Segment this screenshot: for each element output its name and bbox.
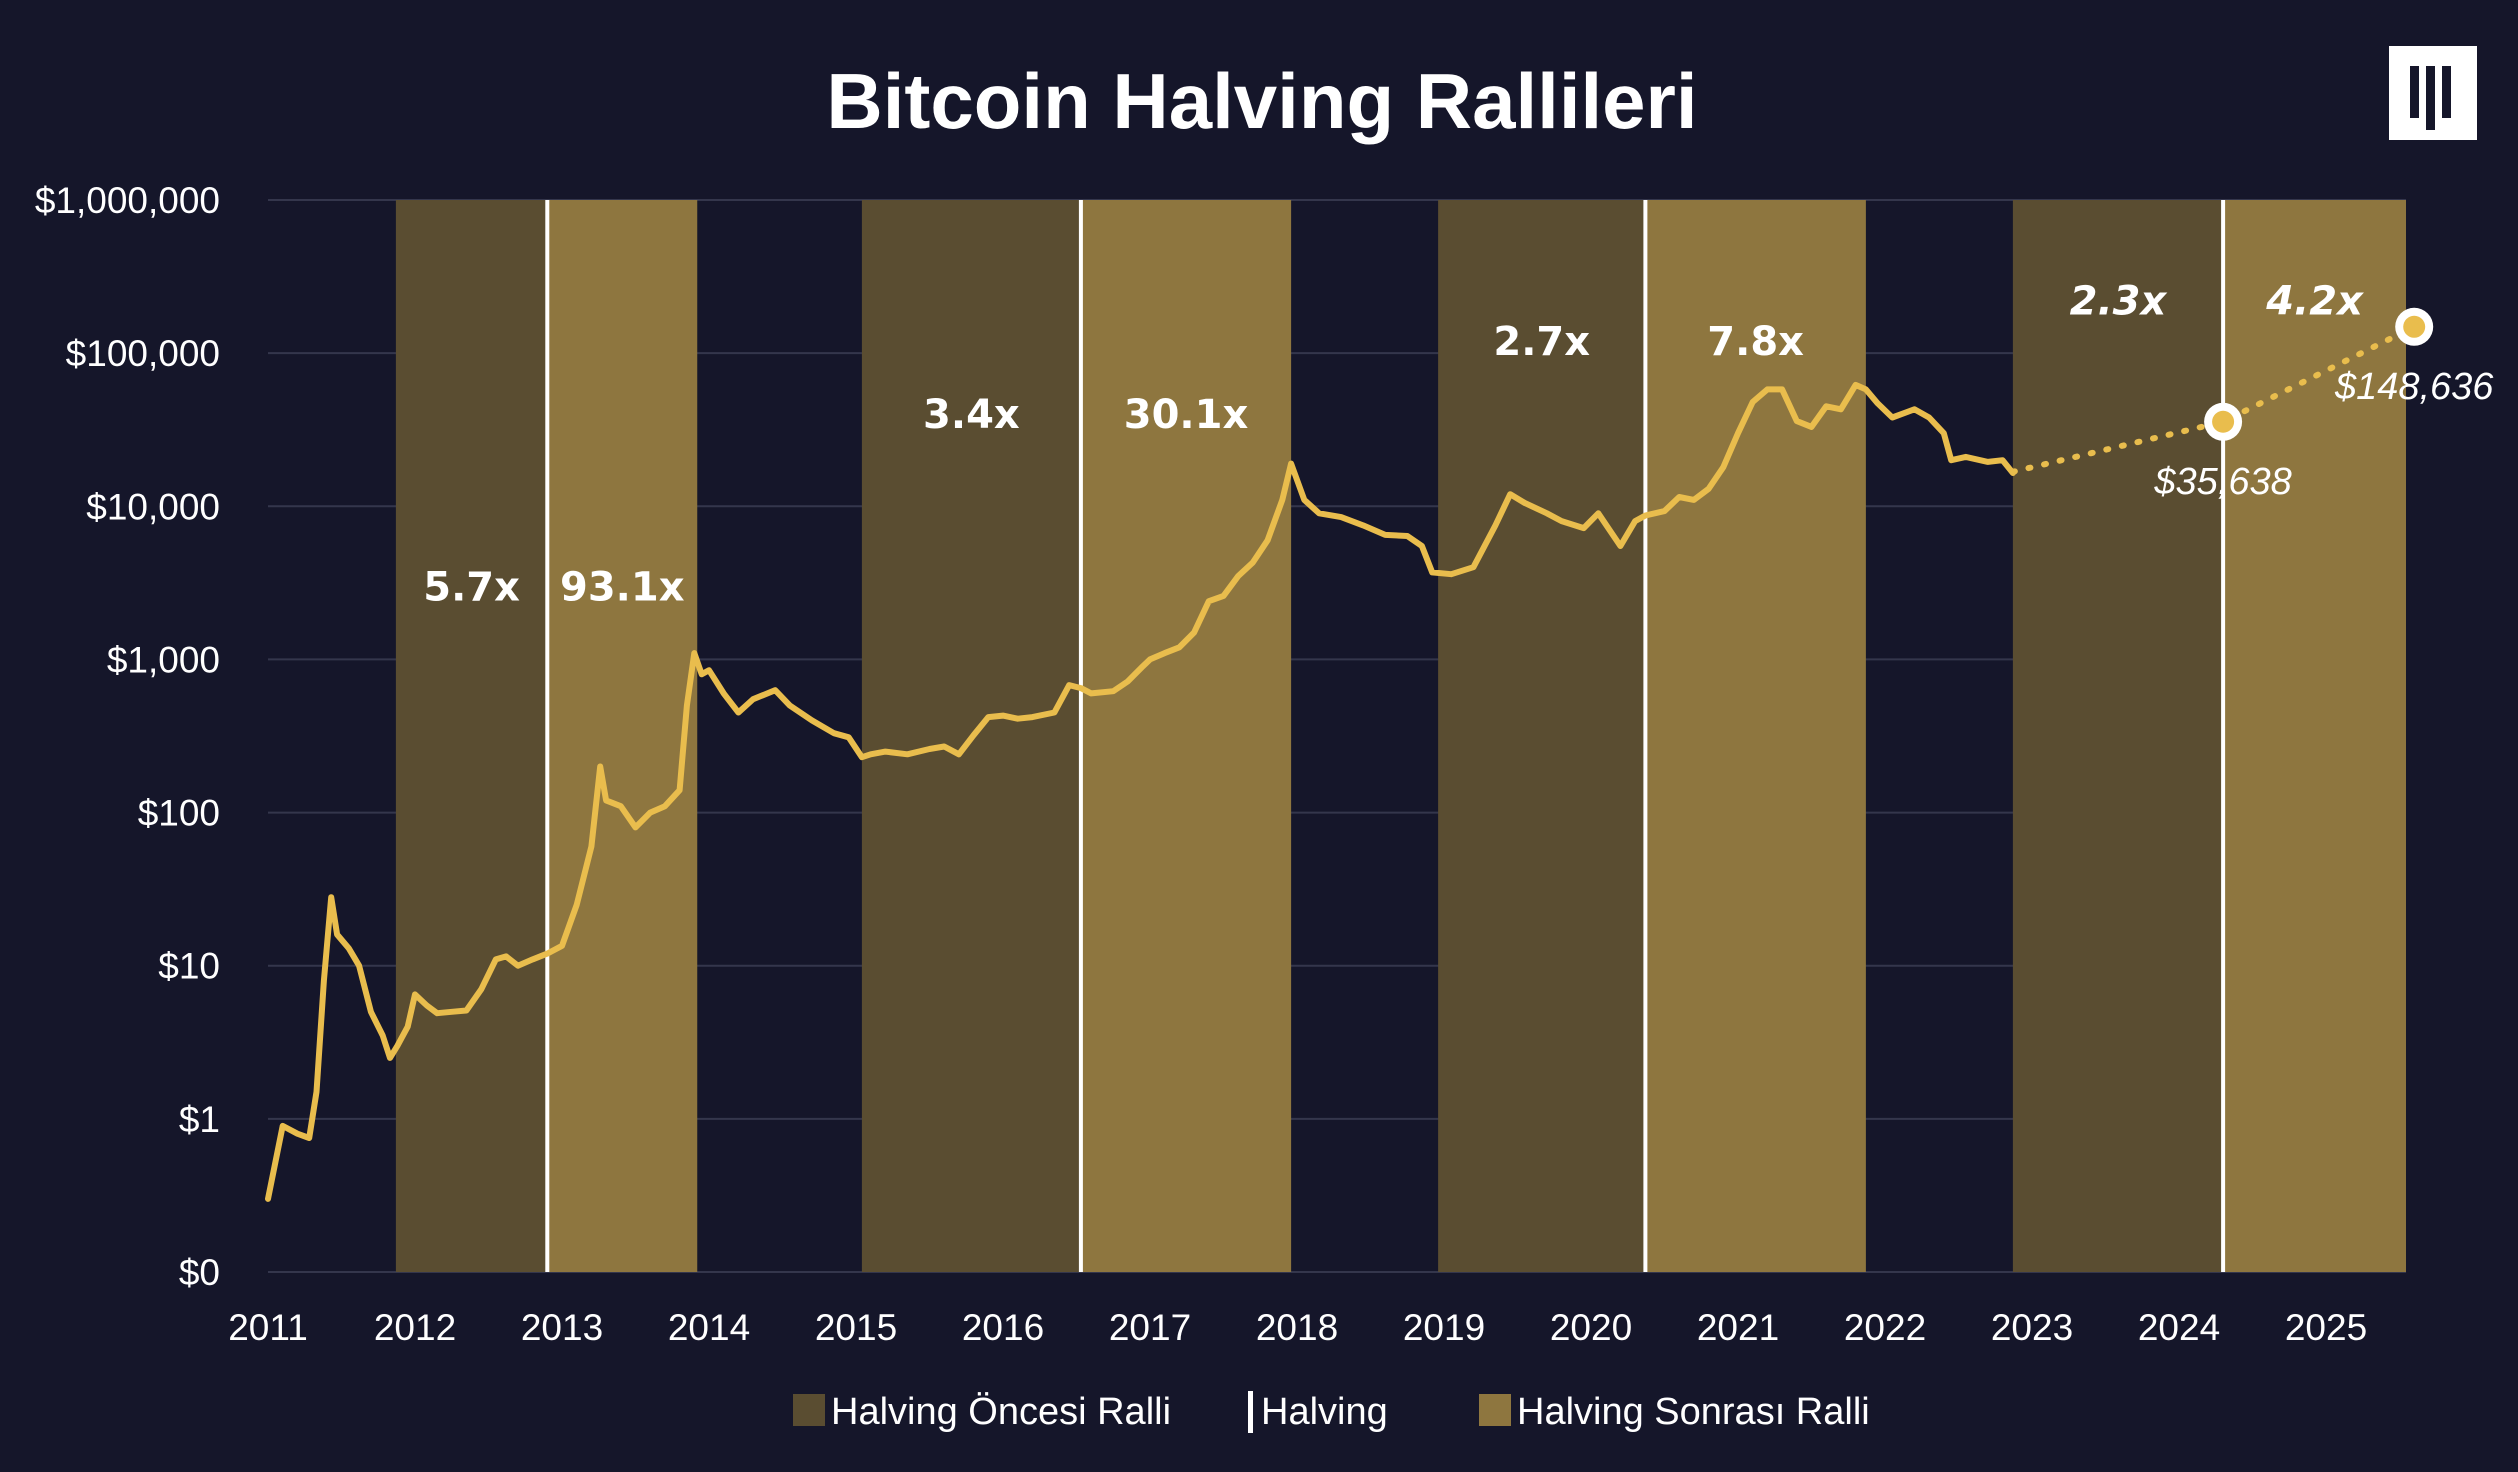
band-pre-6 bbox=[2012, 200, 2224, 1272]
multiplier-label-3: 30.1x bbox=[1124, 392, 1249, 438]
x-tick-label-8: 2019 bbox=[1403, 1307, 1485, 1348]
x-tick-label-9: 2020 bbox=[1550, 1307, 1632, 1348]
projection-value-label-2: $148,636 bbox=[2334, 366, 2494, 408]
x-tick-label-0: 2011 bbox=[228, 1307, 308, 1348]
projection-marker-2 bbox=[2403, 315, 2426, 338]
y-tick-label-3: $100 bbox=[138, 793, 220, 834]
x-tick-label-3: 2014 bbox=[668, 1307, 750, 1348]
x-tick-label-14: 2025 bbox=[2285, 1307, 2367, 1348]
logo-bar-1 bbox=[2410, 66, 2419, 118]
x-tick-label-4: 2015 bbox=[815, 1307, 897, 1348]
multiplier-label-1: 93.1x bbox=[560, 564, 685, 610]
x-tick-label-11: 2022 bbox=[1844, 1307, 1926, 1348]
y-tick-label-5: $10,000 bbox=[86, 486, 220, 527]
band-pre-4 bbox=[1438, 200, 1646, 1272]
y-tick-label-6: $100,000 bbox=[66, 333, 220, 374]
x-tick-label-13: 2024 bbox=[2138, 1307, 2220, 1348]
multiplier-label-2: 3.4x bbox=[923, 392, 1020, 438]
projection-value-label-1: $35,638 bbox=[2153, 461, 2291, 503]
x-tick-label-12: 2023 bbox=[1991, 1307, 2073, 1348]
legend-label-halving: Halving bbox=[1261, 1391, 1388, 1433]
x-axis: 2011 2012 2013 2014 2015 2016 2017 2018 2019 2020… bbox=[228, 1307, 2367, 1348]
y-tick-label-2: $10 bbox=[158, 946, 220, 987]
multiplier-labels: 5.7x 93.1x 3.4x 30.1x 2.7x 7.8x 2.3x 4.2x bbox=[423, 279, 2364, 611]
logo bbox=[2389, 46, 2477, 140]
multiplier-label-4: 2.7x bbox=[1493, 319, 1590, 365]
y-tick-label-7: $1,000,000 bbox=[35, 180, 220, 221]
band-post-7 bbox=[2223, 200, 2406, 1272]
band-post-3 bbox=[1080, 200, 1292, 1272]
chart-title: Bitcoin Halving Rallileri bbox=[826, 57, 1697, 145]
y-tick-label-1: $1 bbox=[179, 1099, 220, 1140]
legend-swatch-halving bbox=[1248, 1391, 1253, 1433]
logo-bar-3 bbox=[2442, 66, 2451, 118]
price-line bbox=[265, 381, 2016, 1202]
band-pre-0 bbox=[395, 200, 548, 1272]
halving-bands bbox=[395, 200, 2406, 1272]
x-tick-label-7: 2018 bbox=[1256, 1307, 1338, 1348]
logo-bar-2 bbox=[2426, 66, 2435, 130]
legend: Halving Öncesi Ralli Halving Halving Sonra… bbox=[793, 1391, 1870, 1433]
halving-lines bbox=[545, 200, 2226, 1272]
x-tick-label-1: 2012 bbox=[374, 1307, 456, 1348]
multiplier-label-7: 4.2x bbox=[2265, 279, 2364, 325]
y-tick-label-4: $1,000 bbox=[107, 639, 220, 680]
projection: $35,638 $148,636 bbox=[2009, 307, 2494, 503]
x-tick-label-2: 2013 bbox=[521, 1307, 603, 1348]
band-post-5 bbox=[1645, 200, 1866, 1272]
y-axis: $0 $1 $10 $100 $1,000 $10,000 $100,000 $1,000,0… bbox=[35, 180, 220, 1293]
x-tick-label-10: 2021 bbox=[1697, 1307, 1779, 1348]
legend-label-pre: Halving Öncesi Ralli bbox=[831, 1391, 1171, 1433]
multiplier-label-6: 2.3x bbox=[2070, 279, 2168, 325]
band-post-1 bbox=[547, 200, 698, 1272]
legend-swatch-post bbox=[1479, 1394, 1511, 1426]
y-tick-label-0: $0 bbox=[179, 1252, 220, 1293]
x-tick-label-5: 2016 bbox=[962, 1307, 1044, 1348]
legend-swatch-pre bbox=[793, 1394, 825, 1426]
x-tick-label-6: 2017 bbox=[1109, 1307, 1191, 1348]
multiplier-label-5: 7.8x bbox=[1707, 319, 1804, 365]
projection-marker-1 bbox=[2212, 410, 2235, 433]
price-series bbox=[265, 381, 2016, 1202]
multiplier-label-0: 5.7x bbox=[423, 564, 520, 610]
legend-label-post: Halving Sonrası Ralli bbox=[1517, 1391, 1870, 1433]
